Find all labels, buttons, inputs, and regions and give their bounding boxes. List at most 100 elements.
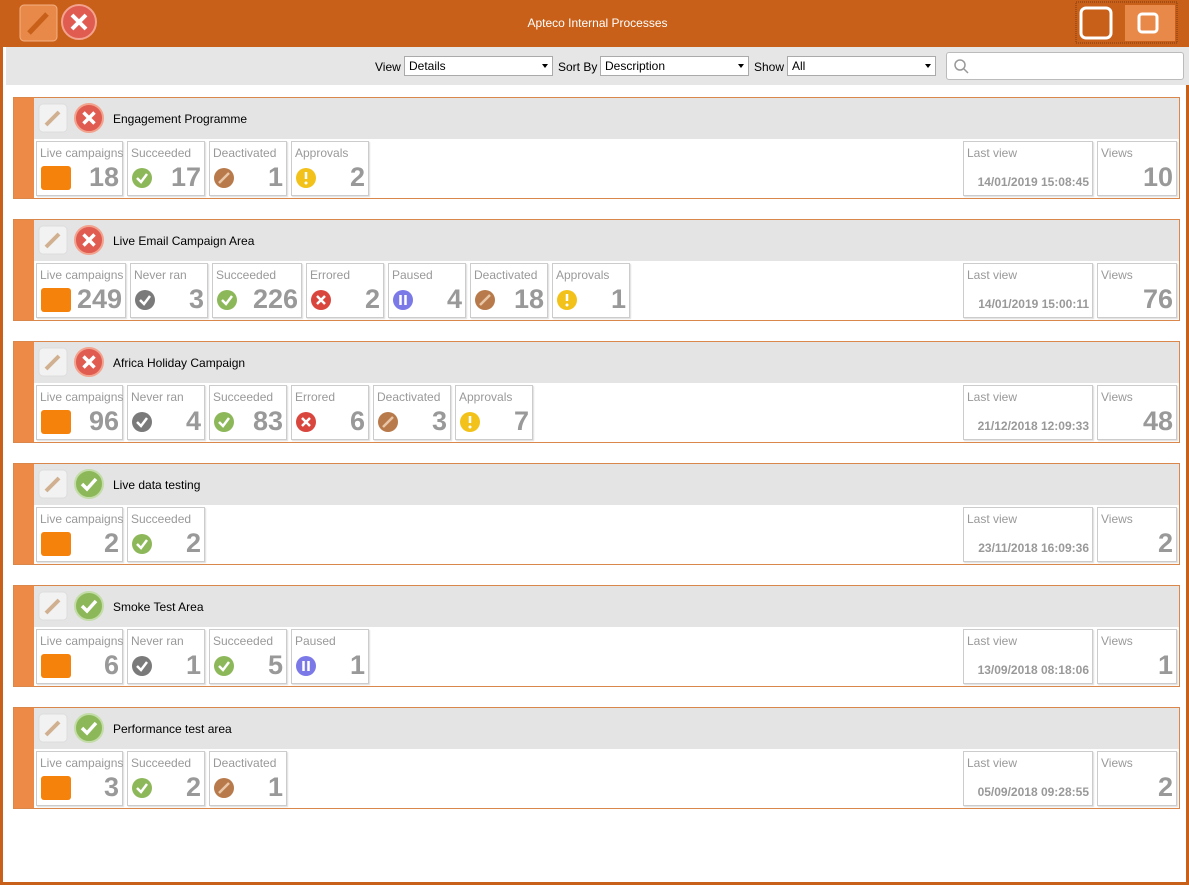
view-button-list[interactable]	[1079, 6, 1113, 40]
area-panel: Smoke Test Area Live campaigns 6 Never ran 1…	[13, 585, 1180, 687]
stat-icon	[311, 290, 331, 310]
area-actions[interactable]	[38, 713, 118, 749]
stat-value: 2	[185, 528, 201, 558]
area-header: Live data testing	[34, 464, 1179, 505]
stat-row: Live campaigns 6 Never ran 1 Succeeded 5 Pause…	[36, 629, 369, 684]
area-actions[interactable]	[38, 347, 118, 383]
stat-value: 6	[349, 406, 365, 436]
stat-value: 3	[188, 284, 204, 314]
stat-label: Errored	[310, 268, 351, 282]
stat-icon	[41, 654, 71, 678]
stat-tile[interactable]: Errored 6	[291, 385, 369, 440]
last-view-label: Last view	[967, 146, 1018, 160]
stat-icon	[132, 656, 152, 676]
stat-row: Live campaigns 3 Succeeded 2 Deactivated 1	[36, 751, 287, 806]
stat-tile[interactable]: Live campaigns 3	[36, 751, 123, 806]
stat-label: Deactivated	[213, 146, 277, 160]
last-view-tile: Last view 13/09/2018 08:18:06	[963, 629, 1093, 684]
stat-tile[interactable]: Approvals 7	[455, 385, 533, 440]
area-actions[interactable]	[38, 103, 118, 139]
area-accent	[14, 220, 34, 320]
area-actions[interactable]	[38, 225, 118, 261]
stat-tile[interactable]: Live campaigns 96	[36, 385, 123, 440]
stat-tile[interactable]: Deactivated 1	[209, 751, 287, 806]
stat-tile[interactable]: Deactivated 18	[470, 263, 548, 318]
stat-tile[interactable]: Never ran 4	[127, 385, 205, 440]
stat-tile[interactable]: Succeeded 2	[127, 751, 205, 806]
stat-value: 1	[267, 162, 283, 192]
last-view-tile: Last view 14/01/2019 15:08:45	[963, 141, 1093, 196]
tile-icon	[1137, 12, 1159, 34]
stat-label: Deactivated	[213, 756, 277, 770]
stat-tile[interactable]: Succeeded 83	[209, 385, 287, 440]
area-accent	[14, 342, 34, 442]
stat-tile[interactable]: Succeeded 5	[209, 629, 287, 684]
area-actions[interactable]	[38, 469, 118, 505]
last-view-value: 14/01/2019 15:08:45	[977, 175, 1089, 189]
view-button-tiles[interactable]	[1125, 5, 1175, 41]
stat-tile[interactable]: Paused 4	[388, 263, 466, 318]
search-box[interactable]	[946, 52, 1184, 80]
views-tile: Views 48	[1097, 385, 1177, 440]
last-view-value: 05/09/2018 09:28:55	[977, 785, 1089, 799]
area-accent	[14, 464, 34, 564]
area-name: Live Email Campaign Area	[113, 234, 255, 248]
stat-value: 2	[103, 528, 119, 558]
stat-value: 226	[252, 284, 298, 314]
stat-label: Deactivated	[377, 390, 441, 404]
last-view-label: Last view	[967, 390, 1018, 404]
stat-tile[interactable]: Live campaigns 18	[36, 141, 123, 196]
stat-icon	[41, 288, 71, 312]
stat-icon	[41, 410, 71, 434]
pencil-icon	[27, 12, 49, 35]
stat-icon	[296, 656, 316, 676]
stat-value: 18	[513, 284, 544, 314]
area-header: Engagement Programme	[34, 98, 1179, 139]
stat-value: 7	[513, 406, 529, 436]
stat-icon	[214, 656, 234, 676]
stat-tile[interactable]: Succeeded 17	[127, 141, 205, 196]
stat-label: Errored	[295, 390, 336, 404]
stat-tile[interactable]: Never ran 1	[127, 629, 205, 684]
stat-tile[interactable]: Deactivated 3	[373, 385, 451, 440]
show-select[interactable]: All	[787, 56, 936, 76]
sort-label: Sort By	[558, 60, 598, 74]
area-actions[interactable]	[38, 591, 118, 627]
stat-tile[interactable]: Live campaigns 249	[36, 263, 126, 318]
stat-label: Never ran	[131, 390, 184, 404]
stat-tile[interactable]: Succeeded 2	[127, 507, 205, 562]
area-header: Live Email Campaign Area	[34, 220, 1179, 261]
last-view-label: Last view	[967, 512, 1018, 526]
stat-tile[interactable]: Errored 2	[306, 263, 384, 318]
stat-tile[interactable]: Approvals 1	[552, 263, 630, 318]
stat-value: 249	[76, 284, 122, 314]
stat-tile[interactable]: Succeeded 226	[212, 263, 302, 318]
stat-label: Succeeded	[213, 390, 274, 404]
stat-tile[interactable]: Deactivated 1	[209, 141, 287, 196]
views-label: Views	[1101, 146, 1133, 160]
sort-select[interactable]: Description	[600, 56, 749, 76]
view-toggle	[1075, 1, 1178, 44]
stat-icon	[41, 166, 71, 190]
view-select[interactable]: Details	[404, 56, 553, 76]
views-tile: Views 10	[1097, 141, 1177, 196]
stat-value: 1	[185, 650, 201, 680]
stat-label: Live campaigns	[40, 390, 124, 404]
stat-label: Approvals	[556, 268, 610, 282]
stat-value: 96	[88, 406, 119, 436]
stat-tile[interactable]: Live campaigns 2	[36, 507, 123, 562]
stat-icon	[132, 412, 152, 432]
show-label: Show	[754, 60, 785, 74]
stat-tile[interactable]: Approvals 2	[291, 141, 369, 196]
area-panel: Engagement Programme Live campaigns 18 Succ…	[13, 97, 1180, 199]
stat-label: Approvals	[459, 390, 513, 404]
stat-icon	[475, 290, 495, 310]
stat-label: Succeeded	[131, 756, 192, 770]
stat-tile[interactable]: Paused 1	[291, 629, 369, 684]
stat-tile[interactable]: Live campaigns 6	[36, 629, 123, 684]
stat-tile[interactable]: Never ran 3	[130, 263, 208, 318]
stat-icon	[393, 290, 413, 310]
stat-icon	[296, 412, 316, 432]
stat-value: 2	[349, 162, 365, 192]
stat-row: Live campaigns 18 Succeeded 17 Deactivated 1 A…	[36, 141, 369, 196]
